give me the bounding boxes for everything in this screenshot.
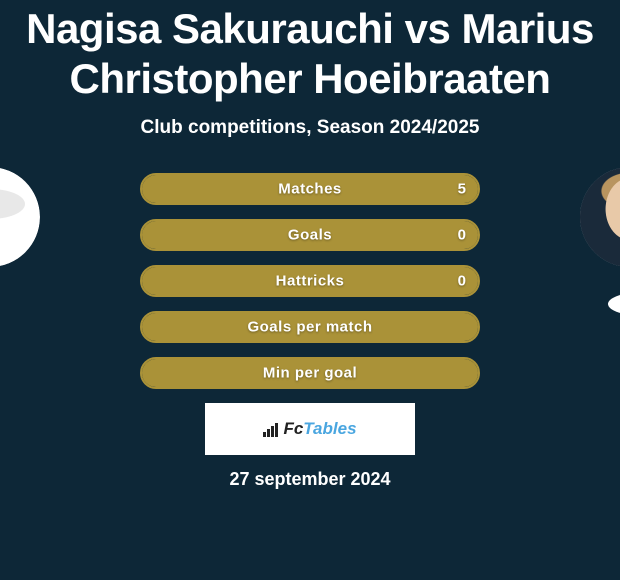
compare-panel: Matches 5 Goals 0 Hattricks 0 Goals per match M…	[70, 173, 550, 389]
stat-bar: Min per goal	[140, 357, 480, 389]
stat-bar-label: Hattricks	[276, 273, 345, 290]
page-title: Nagisa Sakurauchi vs Marius Christopher …	[0, 4, 620, 103]
subtitle: Club competitions, Season 2024/2025	[0, 117, 620, 139]
player-right-shadow	[608, 292, 620, 316]
stat-bar: Goals per match	[140, 311, 480, 343]
stat-bar: Goals 0	[140, 219, 480, 251]
date-label: 27 september 2024	[0, 469, 620, 490]
logo-text: FcTables	[283, 419, 356, 439]
player-left-avatar	[0, 167, 40, 267]
stat-bar: Matches 5	[140, 173, 480, 205]
stat-bar-label: Goals per match	[247, 319, 372, 336]
player-right-avatar	[580, 167, 620, 267]
stat-bars: Matches 5 Goals 0 Hattricks 0 Goals per match M…	[140, 173, 480, 389]
comparison-card: Nagisa Sakurauchi vs Marius Christopher …	[0, 0, 620, 490]
stat-bar-value-right: 5	[458, 181, 466, 198]
stat-bar-label: Min per goal	[263, 365, 357, 382]
chart-icon	[263, 421, 281, 437]
attribution-logo: FcTables	[205, 403, 415, 455]
stat-bar-value-right: 0	[458, 227, 466, 244]
stat-bar-label: Goals	[288, 227, 332, 244]
stat-bar-value-right: 0	[458, 273, 466, 290]
stat-bar-label: Matches	[278, 181, 342, 198]
stat-bar: Hattricks 0	[140, 265, 480, 297]
